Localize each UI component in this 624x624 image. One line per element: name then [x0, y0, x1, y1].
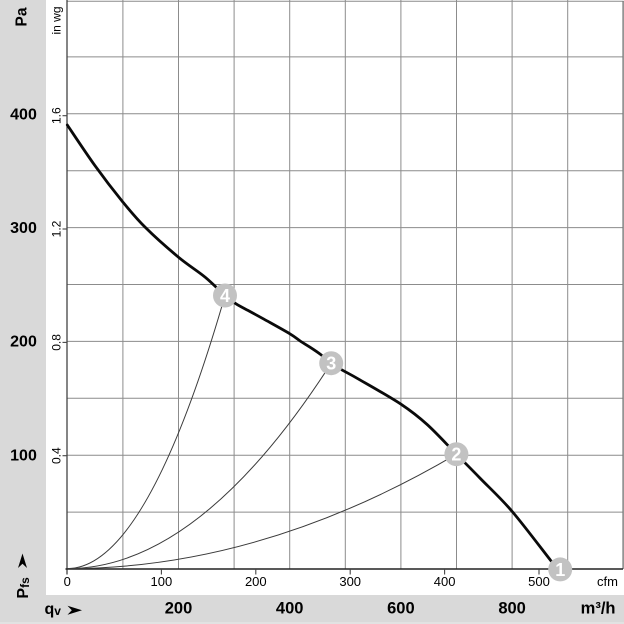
svg-text:100: 100: [10, 448, 37, 465]
svg-text:3: 3: [326, 354, 336, 374]
svg-text:cfm: cfm: [597, 574, 618, 589]
svg-text:200: 200: [245, 574, 267, 589]
svg-text:400: 400: [434, 574, 456, 589]
svg-text:200: 200: [10, 334, 37, 351]
svg-text:Pa: Pa: [14, 7, 31, 26]
svg-text:in wg: in wg: [50, 6, 64, 34]
svg-text:200: 200: [165, 599, 193, 617]
svg-text:800: 800: [498, 599, 526, 617]
svg-text:4: 4: [220, 286, 230, 306]
svg-text:300: 300: [339, 574, 361, 589]
svg-text:300: 300: [10, 220, 37, 237]
svg-text:2: 2: [451, 445, 461, 465]
svg-text:1: 1: [555, 560, 565, 580]
svg-text:500: 500: [528, 574, 550, 589]
svg-text:600: 600: [387, 599, 415, 617]
svg-text:400: 400: [10, 106, 37, 123]
svg-text:1.6: 1.6: [50, 107, 64, 124]
svg-text:0: 0: [64, 574, 71, 589]
svg-text:m³/h: m³/h: [581, 599, 616, 617]
svg-text:qv: qv: [45, 601, 62, 618]
svg-text:Pfs: Pfs: [15, 577, 32, 599]
svg-text:400: 400: [276, 599, 304, 617]
svg-text:0.4: 0.4: [50, 447, 64, 464]
svg-text:1.2: 1.2: [50, 220, 64, 237]
svg-text:100: 100: [151, 574, 173, 589]
svg-text:0.8: 0.8: [50, 334, 64, 351]
